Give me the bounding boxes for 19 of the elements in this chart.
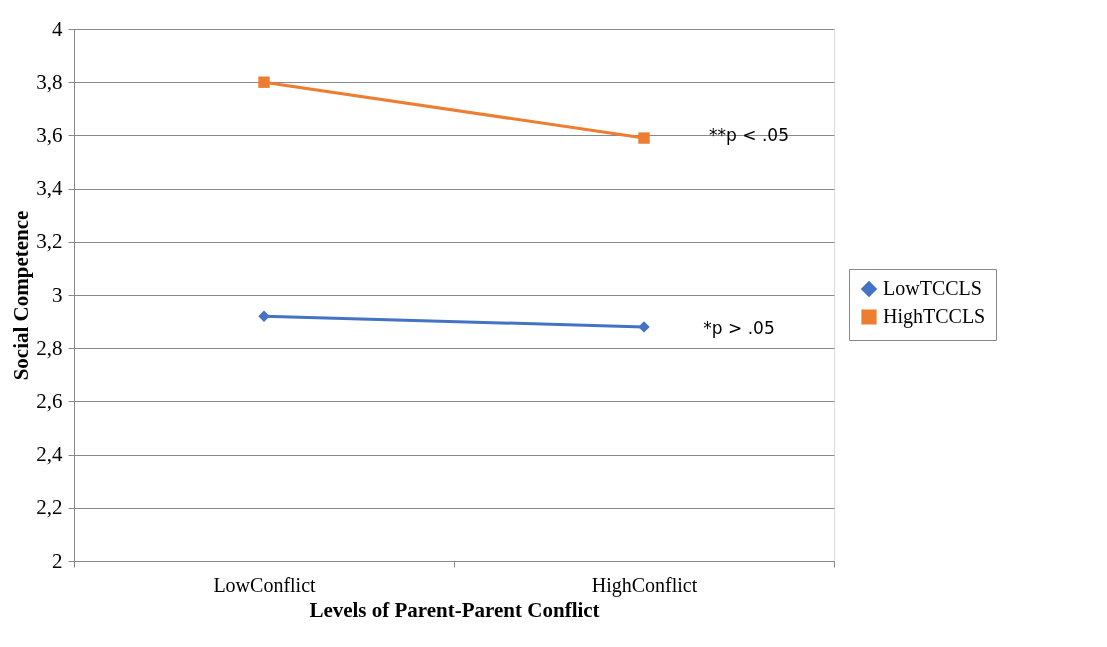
y-tick-label: 3,8 (36, 69, 63, 94)
y-tick-label: 3,6 (36, 122, 63, 147)
y-tick-label: 2,2 (36, 495, 63, 520)
x-tick-label: HighConflict (591, 573, 698, 597)
x-tick-label: LowConflict (213, 573, 317, 596)
y-tick-label: 3 (52, 282, 63, 307)
x-axis-title: Levels of Parent-Parent Conflict (309, 597, 600, 622)
annotation: **p < .05 (709, 125, 789, 145)
y-tick-label: 2 (52, 548, 63, 573)
y-tick-label: 4 (52, 16, 63, 41)
y-tick-label: 2,8 (36, 335, 63, 360)
y-tick-label: 3,2 (36, 229, 63, 254)
y-tick-label: 2,4 (36, 442, 63, 467)
legend-label: HighTCCLS (883, 305, 986, 328)
y-axis-title: Social Competence (9, 210, 34, 381)
annotation: *p > .05 (703, 318, 775, 338)
y-tick-label: 3,4 (36, 176, 63, 201)
legend-label: LowTCCLS (883, 277, 982, 299)
y-tick-label: 2,6 (36, 388, 63, 413)
